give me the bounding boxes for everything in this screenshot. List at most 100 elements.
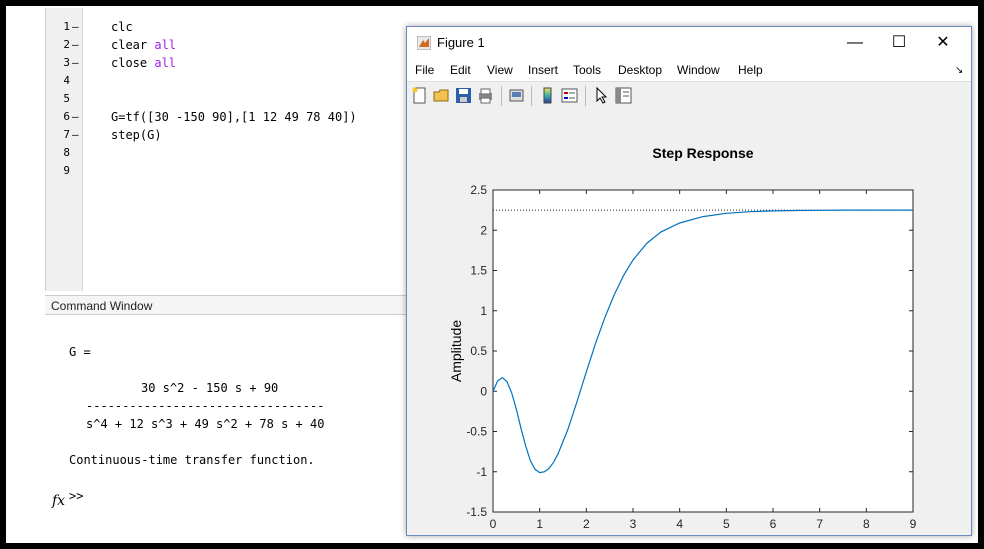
- x-tick-label: 8: [863, 517, 870, 531]
- line-number: 4: [63, 74, 70, 87]
- x-tick-label: 9: [910, 517, 917, 531]
- toolbar-separator: [585, 86, 586, 106]
- save-icon[interactable]: [455, 87, 472, 104]
- cmd-divider: ---------------------------------: [86, 399, 325, 413]
- x-tick-label: 5: [723, 517, 730, 531]
- y-tick-label: 1.5: [470, 264, 487, 278]
- y-tick-label: 0.5: [470, 344, 487, 358]
- cmd-var-line: G =: [69, 345, 91, 359]
- y-tick-label: 2: [480, 223, 487, 237]
- cmd-denominator: s^4 + 12 s^3 + 49 s^2 + 78 s + 40: [86, 417, 325, 431]
- print-preview-icon[interactable]: [508, 87, 525, 104]
- menu-insert[interactable]: Insert: [528, 63, 559, 77]
- breakpoint-dash[interactable]: –: [72, 20, 79, 33]
- y-tick-label: 1: [480, 304, 487, 318]
- line-number: 2: [63, 38, 70, 51]
- y-tick-label: -1.5: [466, 505, 487, 519]
- code-token: clear: [111, 38, 155, 52]
- code-token: step(G): [111, 128, 162, 142]
- menu-edit[interactable]: Edit: [450, 63, 471, 77]
- dock-arrow-icon[interactable]: ↘: [955, 65, 964, 76]
- chart-title: Step Response: [652, 145, 753, 161]
- figure-menubar: File Edit View Insert Tools Desktop Wind…: [407, 59, 971, 81]
- menu-desktop[interactable]: Desktop: [618, 63, 663, 77]
- menu-file[interactable]: File: [415, 63, 435, 77]
- y-axis-label: Amplitude: [448, 320, 464, 382]
- figure-titlebar[interactable]: Figure 1 — ☐ ✕: [407, 27, 971, 59]
- code-line[interactable]: 5: [46, 90, 736, 108]
- line-number: 6: [63, 110, 70, 123]
- axes-box: [492, 189, 914, 513]
- line-number: 3: [63, 56, 70, 69]
- code-text: close all: [111, 54, 176, 72]
- code-text: clear all: [111, 36, 176, 54]
- matlab-desktop: 1– clc 2– clear all 3– close all 4 5 6– G=tf([30 …: [6, 6, 978, 543]
- figure-window[interactable]: Figure 1 — ☐ ✕ File Edit View Insert Too…: [406, 26, 972, 541]
- y-tick-label: 2.5: [470, 183, 487, 197]
- code-line[interactable]: 7– step(G): [46, 126, 736, 144]
- y-tick-label: -0.5: [466, 425, 487, 439]
- cmd-numerator: 30 s^2 - 150 s + 90: [141, 381, 279, 395]
- x-tick-label: 1: [536, 517, 543, 531]
- keyword-token: all: [154, 56, 177, 70]
- command-window-title[interactable]: Command Window: [45, 295, 445, 315]
- colorbar-icon[interactable]: [539, 87, 556, 104]
- print-icon[interactable]: [477, 87, 494, 104]
- command-window[interactable]: G = 30 s^2 - 150 s + 90 ----------------…: [45, 315, 445, 541]
- command-prompt[interactable]: >>: [69, 489, 84, 503]
- x-tick-label: 3: [630, 517, 637, 531]
- code-text: step(G): [111, 126, 162, 144]
- y-tick-label: 0: [480, 384, 487, 398]
- code-token: clc: [111, 20, 133, 34]
- breakpoint-dash[interactable]: –: [72, 56, 79, 69]
- menu-window[interactable]: Window: [677, 63, 720, 77]
- line-number: 9: [63, 164, 70, 177]
- code-line[interactable]: 3– close all: [46, 54, 736, 72]
- cmd-description: Continuous-time transfer function.: [69, 453, 315, 467]
- figure-toolbar: [407, 81, 971, 111]
- maximize-button[interactable]: ☐: [891, 34, 907, 51]
- close-button[interactable]: ✕: [936, 34, 950, 51]
- new-figure-icon[interactable]: [411, 87, 428, 104]
- x-tick-label: 2: [583, 517, 590, 531]
- plot-area[interactable]: 0 1 2 3 4 5 6 7 8 9 -1.5 -1 -0.5 0 0.5 1 1.5 2 2.5 Step Res…: [407, 110, 971, 541]
- code-text: clc: [111, 18, 133, 36]
- y-tick-label: -1: [476, 465, 487, 479]
- menu-help[interactable]: Help: [738, 63, 763, 77]
- step-response-chart[interactable]: 0 1 2 3 4 5 6 7 8 9 -1.5 -1 -0.5 0 0.5 1 1.5 2 2.5 Step Res…: [407, 110, 969, 541]
- code-line[interactable]: 9: [46, 162, 736, 180]
- menu-view[interactable]: View: [487, 63, 513, 77]
- code-line[interactable]: 4: [46, 72, 736, 90]
- code-token: G=tf([30 -150 90],[1 12 49 78 40]): [111, 110, 357, 124]
- code-line[interactable]: 6– G=tf([30 -150 90],[1 12 49 78 40]): [46, 108, 736, 126]
- step-response-line: [492, 209, 913, 474]
- code-line[interactable]: 1– clc: [46, 18, 736, 36]
- toolbar-separator: [531, 86, 532, 106]
- x-tick-label: 0: [490, 517, 497, 531]
- code-token: close: [111, 56, 155, 70]
- keyword-token: all: [154, 38, 177, 52]
- pointer-icon[interactable]: [593, 87, 610, 104]
- x-tick-label: 6: [770, 517, 777, 531]
- breakpoint-dash[interactable]: –: [72, 38, 79, 51]
- code-text: G=tf([30 -150 90],[1 12 49 78 40]): [111, 108, 357, 126]
- x-tick-label: 4: [676, 517, 683, 531]
- minimize-button[interactable]: —: [847, 34, 863, 51]
- line-number-gutter: [46, 8, 83, 291]
- line-number: 1: [63, 20, 70, 33]
- figure-title: Figure 1: [437, 35, 485, 50]
- toolbar-separator: [501, 86, 502, 106]
- line-number: 5: [63, 92, 70, 105]
- code-line[interactable]: 8: [46, 144, 736, 162]
- property-editor-icon[interactable]: [615, 87, 632, 104]
- code-line[interactable]: 2– clear all: [46, 36, 736, 54]
- legend-icon[interactable]: [561, 87, 578, 104]
- line-number: 8: [63, 146, 70, 159]
- breakpoint-dash[interactable]: –: [72, 110, 79, 123]
- fx-icon[interactable]: fx: [52, 493, 66, 509]
- open-file-icon[interactable]: [433, 87, 450, 104]
- x-tick-label: 7: [816, 517, 823, 531]
- menu-tools[interactable]: Tools: [573, 63, 602, 77]
- breakpoint-dash[interactable]: –: [72, 128, 79, 141]
